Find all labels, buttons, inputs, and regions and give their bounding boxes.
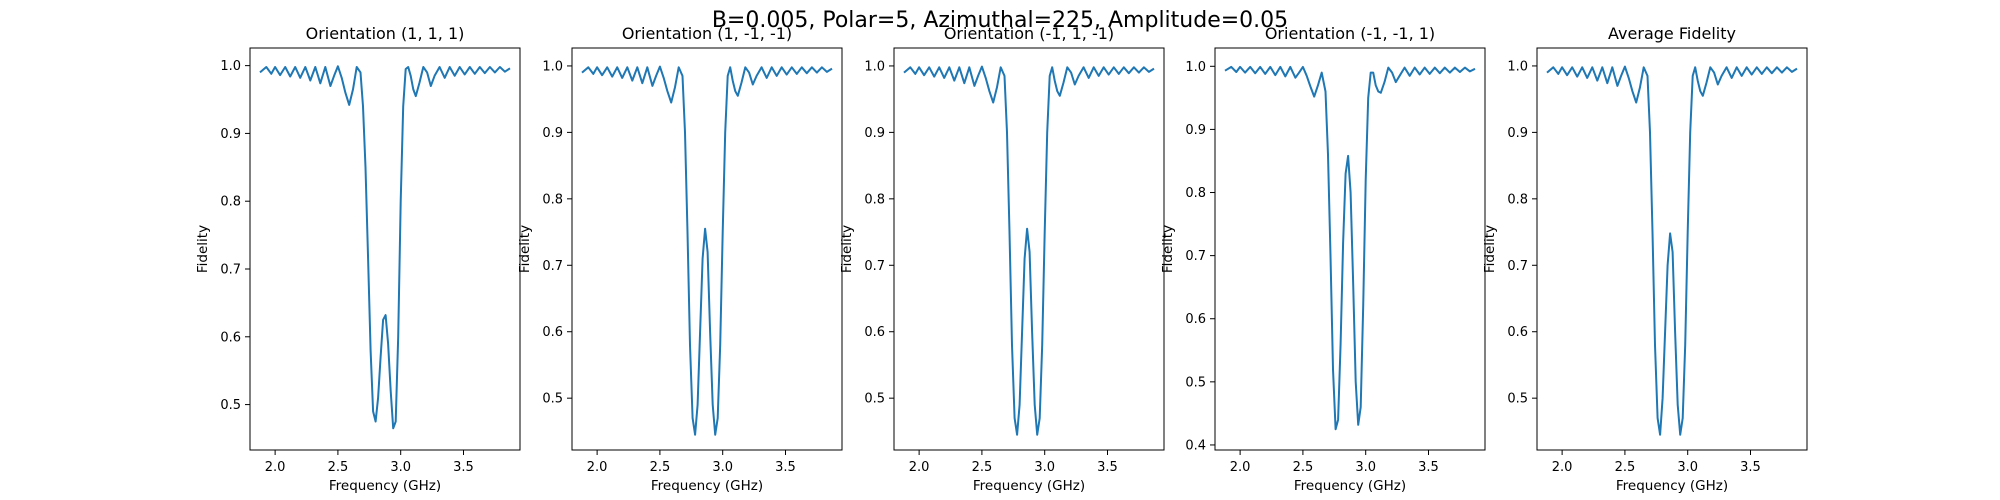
x-tick-label: 3.0 xyxy=(1677,460,1698,475)
x-tick-label: 2.5 xyxy=(650,460,671,475)
y-tick-label: 0.6 xyxy=(220,330,241,345)
y-axis-label: Fidelity xyxy=(195,225,211,273)
y-tick-label: 0.8 xyxy=(1185,186,1206,201)
x-tick-label: 2.5 xyxy=(1615,460,1636,475)
fidelity-series-line xyxy=(581,65,833,436)
y-tick-label: 0.5 xyxy=(1185,375,1206,390)
subplot-3: Orientation (-1, 1, -1) 2.0 2.5 3.0 3.5 0.5 0.… xyxy=(839,24,1165,494)
subplot-4: Orientation (-1, -1, 1) 2.0 2.5 3.0 3.5 0.4 0.… xyxy=(1160,24,1486,494)
x-tick-label: 2.0 xyxy=(587,460,608,475)
y-tick-label: 1.0 xyxy=(1507,59,1528,74)
x-tick-label: 3.0 xyxy=(1355,460,1376,475)
y-tick-label: 0.9 xyxy=(1507,126,1528,141)
subplot-title: Orientation (1, -1, -1) xyxy=(622,24,792,43)
x-axis-label: Frequency (GHz) xyxy=(1616,478,1728,494)
y-tick-label: 0.8 xyxy=(1507,192,1528,207)
y-tick-label: 0.7 xyxy=(542,259,563,274)
y-axis-label: Fidelity xyxy=(839,225,855,273)
x-tick-label: 3.5 xyxy=(1418,460,1439,475)
y-tick-label: 0.5 xyxy=(864,392,885,407)
subplot-title: Orientation (-1, -1, 1) xyxy=(1265,24,1435,43)
subplot-title: Average Fidelity xyxy=(1608,24,1736,43)
y-tick-label: 0.7 xyxy=(1185,249,1206,264)
y-tick-label: 0.8 xyxy=(864,192,885,207)
axes-frame xyxy=(893,47,1165,451)
x-tick-label: 2.0 xyxy=(1552,460,1573,475)
y-tick-label: 0.8 xyxy=(220,195,241,210)
x-axis-label: Frequency (GHz) xyxy=(1294,478,1406,494)
y-tick-label: 0.9 xyxy=(1185,123,1206,138)
subplot-5: Average Fidelity 2.0 2.5 3.0 3.5 0.5 0.6 0.7 0.8… xyxy=(1482,24,1808,494)
y-tick-label: 0.8 xyxy=(542,192,563,207)
subplot-2: Orientation (1, -1, -1) 2.0 2.5 3.0 3.5 0.5 0.… xyxy=(517,24,843,494)
y-tick-label: 1.0 xyxy=(1185,60,1206,75)
x-axis-label: Frequency (GHz) xyxy=(651,478,763,494)
y-tick-label: 0.7 xyxy=(1507,259,1528,274)
x-tick-label: 2.0 xyxy=(909,460,930,475)
y-axis-label: Fidelity xyxy=(1160,225,1176,273)
y-tick-label: 0.6 xyxy=(1185,312,1206,327)
fidelity-series-line xyxy=(259,65,511,430)
y-tick-label: 0.7 xyxy=(864,259,885,274)
x-tick-label: 2.5 xyxy=(328,460,349,475)
axes-frame xyxy=(571,47,843,451)
subplot-1: Orientation (1, 1, 1) 2.0 2.5 3.0 3.5 0.5 0.6 0… xyxy=(195,24,521,494)
y-tick-label: 0.6 xyxy=(542,325,563,340)
y-tick-label: 0.6 xyxy=(1507,325,1528,340)
y-tick-label: 1.0 xyxy=(864,59,885,74)
y-tick-label: 0.5 xyxy=(1507,392,1528,407)
x-tick-label: 2.5 xyxy=(1293,460,1314,475)
y-tick-label: 0.5 xyxy=(542,392,563,407)
figure-suptitle: B=0.005, Polar=5, Azimuthal=225, Amplitu… xyxy=(712,8,1288,33)
x-axis-label: Frequency (GHz) xyxy=(329,478,441,494)
y-tick-label: 0.5 xyxy=(220,398,241,413)
fidelity-series-line xyxy=(1546,65,1798,436)
axes-frame xyxy=(1536,47,1808,451)
x-tick-label: 2.5 xyxy=(972,460,993,475)
y-tick-label: 0.9 xyxy=(220,127,241,142)
y-tick-label: 0.9 xyxy=(542,126,563,141)
x-tick-label: 3.0 xyxy=(390,460,411,475)
x-tick-label: 3.5 xyxy=(453,460,474,475)
axes-frame xyxy=(1214,47,1486,451)
x-tick-label: 3.5 xyxy=(775,460,796,475)
y-tick-label: 0.7 xyxy=(220,262,241,277)
y-tick-label: 0.4 xyxy=(1185,438,1206,453)
x-tick-label: 3.0 xyxy=(1034,460,1055,475)
x-tick-label: 3.5 xyxy=(1097,460,1118,475)
y-tick-label: 0.6 xyxy=(864,325,885,340)
y-axis-label: Fidelity xyxy=(517,225,533,273)
x-tick-label: 2.0 xyxy=(265,460,286,475)
fidelity-series-line xyxy=(1224,65,1476,431)
fidelity-series-line xyxy=(903,65,1155,436)
x-tick-label: 3.5 xyxy=(1740,460,1761,475)
y-tick-label: 0.9 xyxy=(864,126,885,141)
x-axis-label: Frequency (GHz) xyxy=(973,478,1085,494)
y-axis-label: Fidelity xyxy=(1482,225,1498,273)
x-tick-label: 3.0 xyxy=(712,460,733,475)
y-tick-label: 1.0 xyxy=(542,59,563,74)
subplot-title: Orientation (-1, 1, -1) xyxy=(944,24,1114,43)
subplot-title: Orientation (1, 1, 1) xyxy=(306,24,465,43)
axes-frame xyxy=(249,47,521,451)
y-tick-label: 1.0 xyxy=(220,59,241,74)
x-tick-label: 2.0 xyxy=(1230,460,1251,475)
